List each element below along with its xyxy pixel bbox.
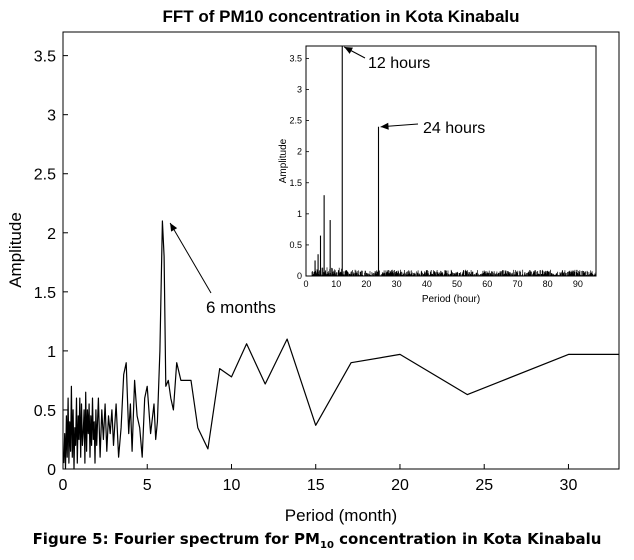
inset-series — [311, 46, 597, 276]
main-y-tick-label: 1.5 — [34, 285, 56, 302]
inset-x-tick-label: 70 — [512, 279, 522, 289]
inset-y-axis-label: Amplitude — [278, 138, 289, 183]
caption-subscript: 10 — [319, 540, 334, 551]
main-y-tick-label: 0 — [47, 462, 56, 479]
inset-plot-frame — [305, 45, 597, 277]
arrow-24-hours-head — [380, 122, 389, 130]
main-y-tick-label: 3.5 — [34, 49, 56, 66]
chart-title: FFT of PM10 concentration in Kota Kinaba… — [162, 7, 519, 26]
main-y-axis-label: Amplitude — [6, 212, 25, 288]
annotation-12-hours: 12 hours — [368, 55, 430, 72]
caption-suffix: concentration in Kota Kinabalu — [333, 530, 602, 548]
main-series — [63, 220, 619, 470]
figure-caption: Figure 5: Fourier spectrum for PM10 conc… — [0, 530, 634, 551]
inset-chart: 0 10 20 30 40 50 60 70 80 90 0 0.5 1 1.5 2 2.5 3 3.5 Peri… — [278, 45, 597, 305]
annotation-24-hours: 24 hours — [423, 120, 485, 137]
main-x-tick-label: 10 — [223, 477, 241, 494]
annotation-arrows — [169, 46, 419, 294]
inset-x-tick-label: 50 — [452, 279, 462, 289]
inset-x-tick-label: 80 — [543, 279, 553, 289]
arrow-12-hours-head — [344, 47, 353, 54]
main-series-line — [63, 220, 619, 470]
main-y-tick-label: 0.5 — [34, 403, 56, 420]
main-y-tick-label: 3 — [47, 108, 56, 125]
main-x-tick-label: 30 — [560, 477, 578, 494]
inset-x-tick-label: 10 — [331, 279, 341, 289]
arrow-6-months-head — [170, 222, 178, 232]
inset-x-tick-label: 20 — [361, 279, 371, 289]
main-y-tick-label: 1 — [47, 344, 56, 361]
main-x-tick-label: 5 — [143, 477, 152, 494]
inset-y-tick-label: 1 — [297, 209, 302, 219]
annotation-6-months: 6 months — [206, 298, 276, 317]
main-x-tick-label: 15 — [307, 477, 325, 494]
main-x-tick-label: 0 — [59, 477, 68, 494]
main-x-tick-label: 25 — [475, 477, 493, 494]
fft-figure: FFT of PM10 concentration in Kota Kinaba… — [6, 7, 620, 525]
inset-x-tick-label: 60 — [482, 279, 492, 289]
inset-y-tick-label: 3.5 — [289, 53, 302, 63]
annotations: 6 months 12 hours 24 hours — [169, 46, 485, 317]
inset-x-tick-label: 0 — [303, 279, 308, 289]
inset-x-tick-label: 30 — [392, 279, 402, 289]
inset-y-tick-label: 1.5 — [289, 178, 302, 188]
inset-y-tick-label: 0.5 — [289, 240, 302, 250]
inset-noise — [311, 267, 597, 276]
inset-y-tick-label: 0 — [297, 271, 302, 281]
arrow-6-months — [169, 222, 212, 294]
inset-axis-ticks: 0 10 20 30 40 50 60 70 80 90 0 0.5 1 1.5 2 2.5 3 3.5 — [289, 53, 582, 289]
inset-x-tick-label: 90 — [573, 279, 583, 289]
inset-x-axis-label: Period (hour) — [422, 294, 480, 305]
main-x-tick-label: 20 — [391, 477, 409, 494]
caption-prefix: Figure 5: Fourier spectrum for PM — [32, 530, 320, 548]
inset-y-tick-label: 3 — [297, 85, 302, 95]
main-x-axis-label: Period (month) — [285, 506, 397, 525]
main-y-tick-label: 2.5 — [34, 167, 56, 184]
inset-y-tick-label: 2 — [297, 147, 302, 157]
main-y-tick-label: 2 — [47, 226, 56, 243]
inset-y-tick-label: 2.5 — [289, 116, 302, 126]
inset-x-tick-label: 40 — [422, 279, 432, 289]
